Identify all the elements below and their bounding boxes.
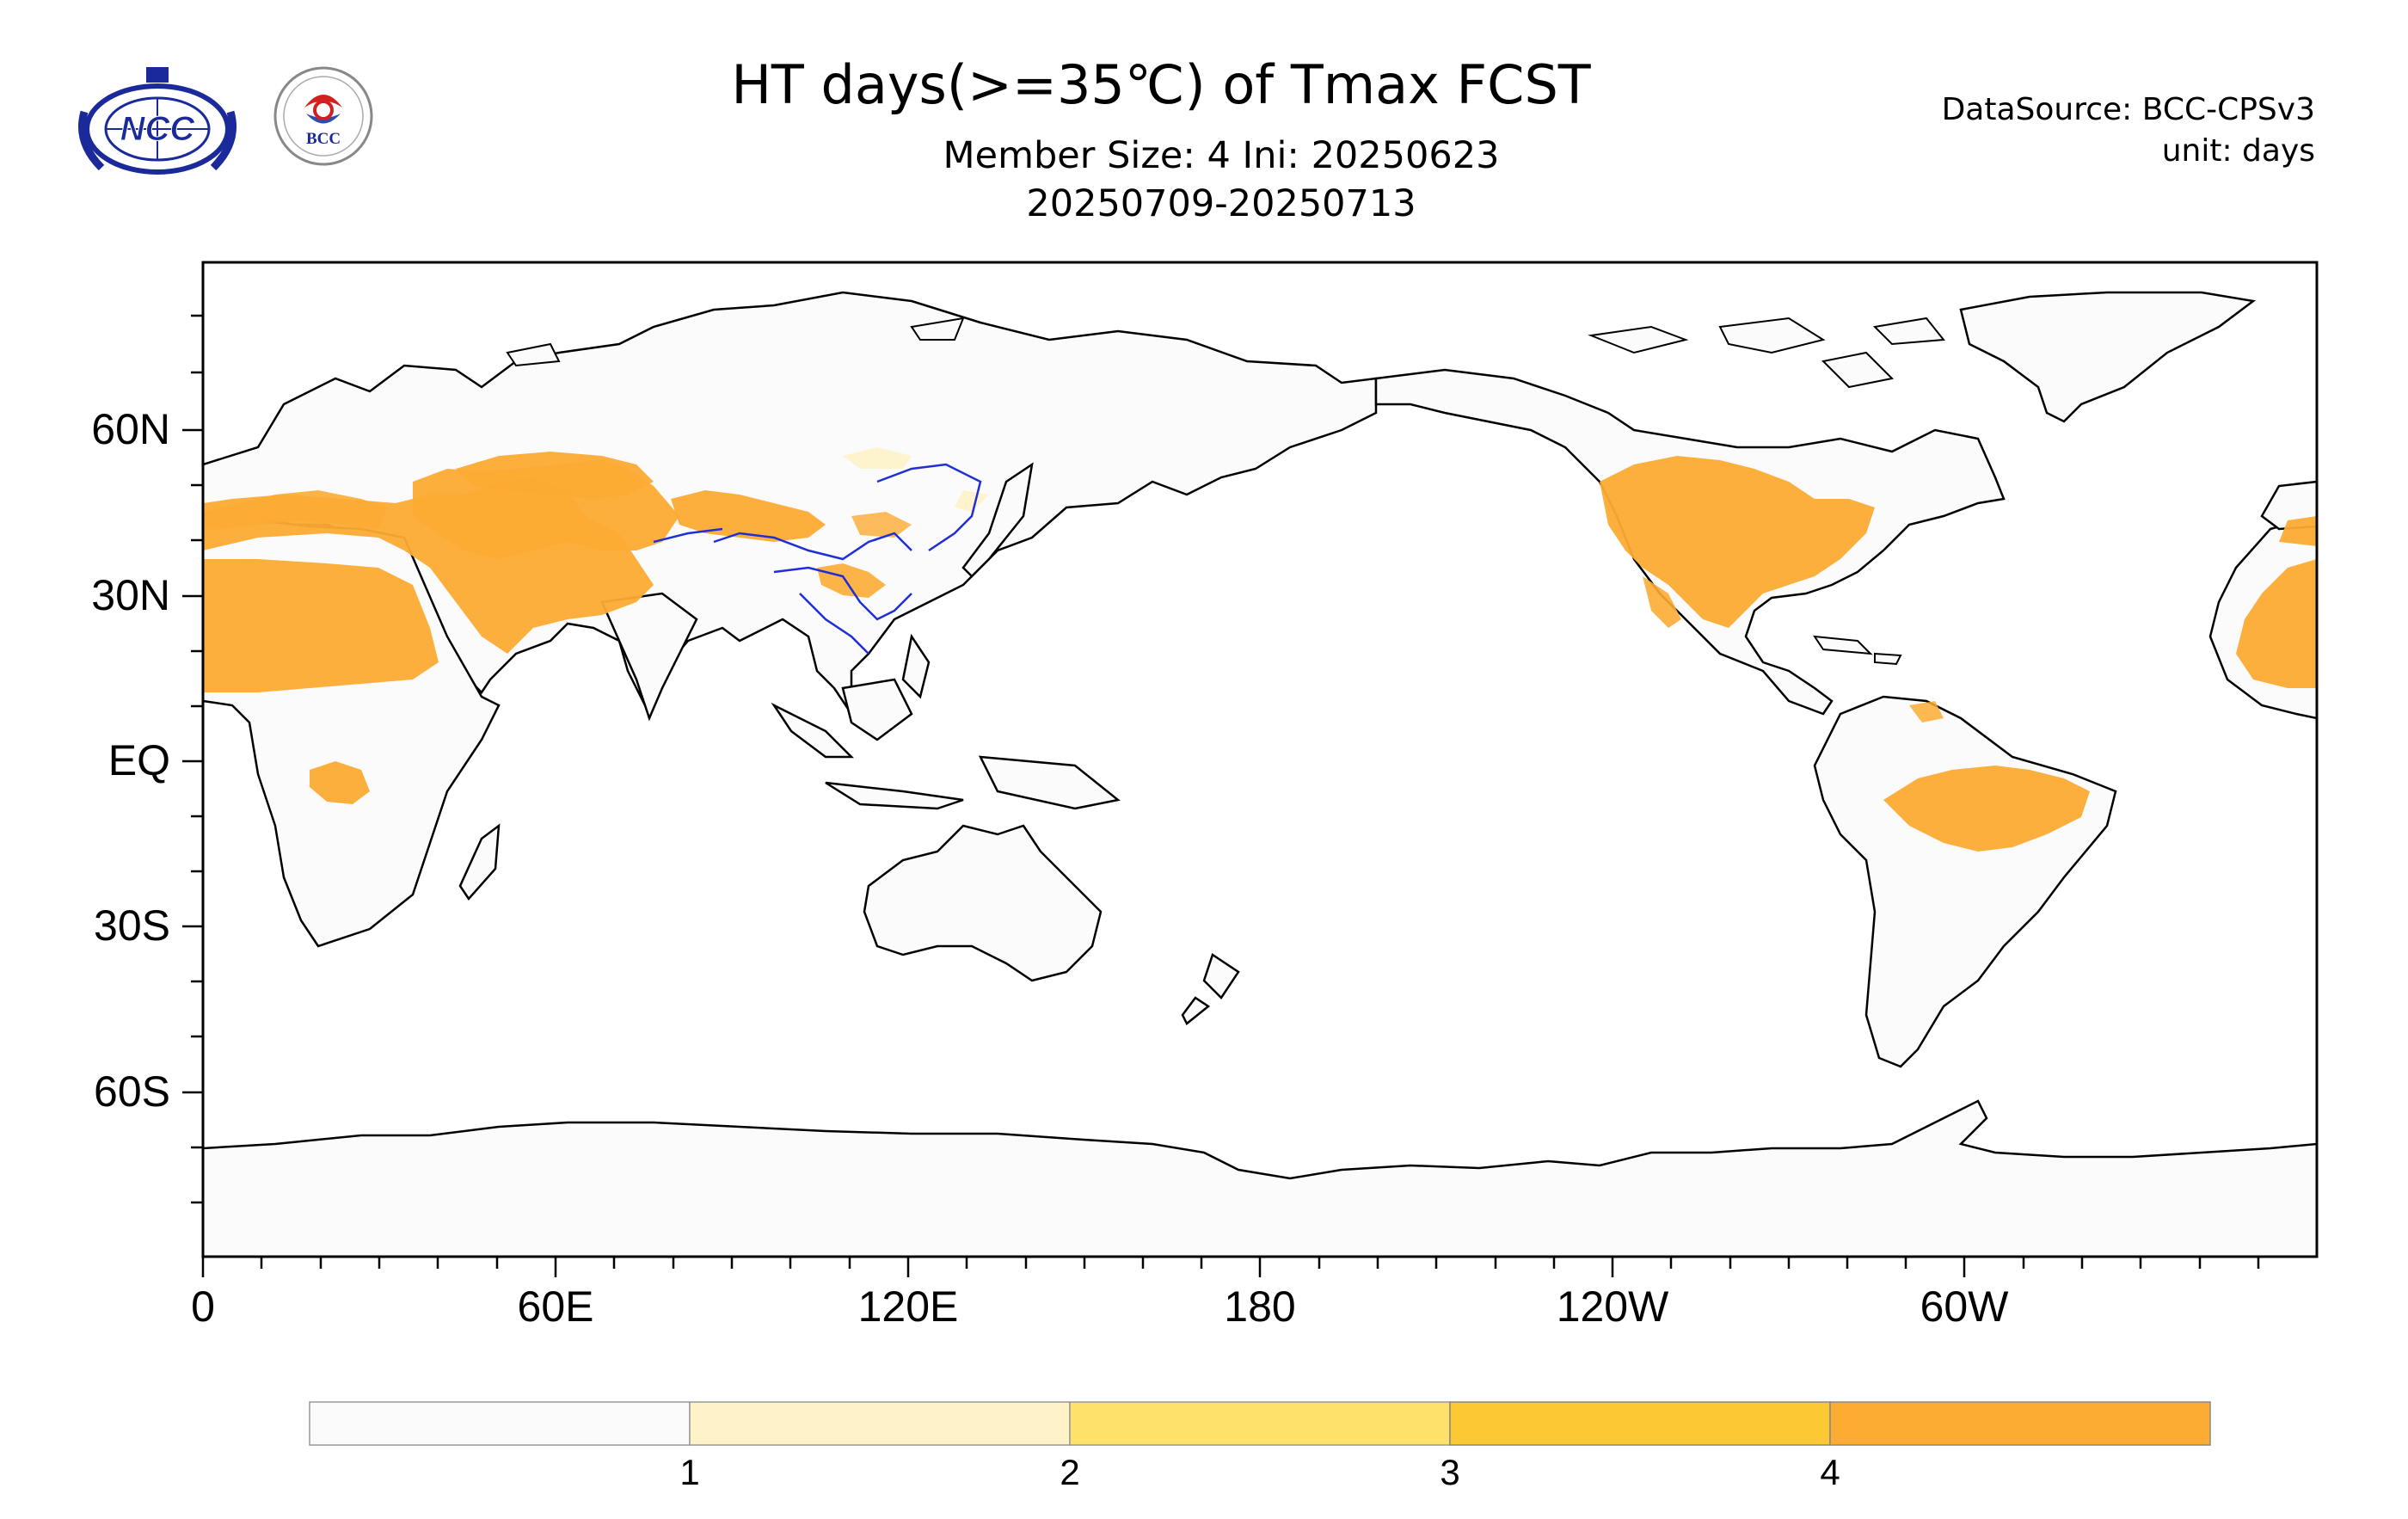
- heat-region-west-africa: [2236, 559, 2317, 688]
- colorbar-bin-2: [1069, 1401, 1451, 1446]
- heat-region-north-china: [817, 563, 886, 598]
- lat-label-60s: 60S: [94, 1067, 170, 1116]
- landmass-india: [600, 592, 698, 722]
- heat-region-mexico: [1643, 576, 1681, 628]
- lon-label-0: 0: [191, 1282, 215, 1331]
- heat-region-iberia: [2279, 516, 2317, 546]
- member-size-subtitle: Member Size: 4 Ini: 20250623: [943, 134, 1500, 177]
- landmass-australia: [863, 824, 1103, 982]
- landmass-antarctica: [203, 1099, 2317, 1257]
- colorbar-label-3: 3: [1440, 1452, 1460, 1492]
- heat-region-venezuela: [1909, 701, 1944, 723]
- lat-label-60n: 60N: [91, 405, 170, 453]
- unit-text: unit: days: [2161, 133, 2315, 169]
- heat-region-north-america: [1600, 456, 1875, 628]
- x-axis-ticks: [201, 1257, 2260, 1277]
- colorbar-bin-4: [1829, 1401, 2211, 1446]
- datasource-text: DataSource: BCC-CPSv3: [1941, 92, 2315, 127]
- heat-region-kazakh-steppe: [456, 452, 654, 499]
- lat-label-30s: 30S: [94, 901, 170, 950]
- lon-label-120e: 120E: [857, 1282, 959, 1331]
- heat-region-western-china: [671, 490, 826, 542]
- lon-label-180: 180: [1224, 1282, 1296, 1331]
- lat-label-eq: EQ: [108, 736, 170, 784]
- heat-region-central-africa: [310, 761, 370, 804]
- bcc-logo-text: BCC: [306, 130, 341, 148]
- datasource-block: DataSource: BCC-CPSv3 unit: days: [1942, 89, 2315, 172]
- lon-label-120w: 120W: [1556, 1282, 1669, 1331]
- heat-region-mediterranean: [203, 490, 387, 529]
- china-rivers: [653, 463, 982, 655]
- lon-label-60w: 60W: [1920, 1282, 2009, 1331]
- map-title: HT days(>=35℃) of Tmax FCST: [731, 53, 1591, 116]
- colorbar-label-2: 2: [1060, 1452, 1080, 1492]
- colorbar-bin-1: [689, 1401, 1071, 1446]
- lat-label-30n: 30N: [91, 571, 170, 619]
- date-range-subtitle: 20250709-20250713: [1026, 182, 1416, 225]
- colorbar-bin-3: [1449, 1401, 1831, 1446]
- ncc-logo-text: NCC: [120, 110, 196, 148]
- y-axis-ticks: [182, 314, 203, 1204]
- colorbar-label-4: 4: [1820, 1452, 1840, 1492]
- heat-days-layer: [203, 447, 2317, 852]
- landmass-greenland: [1959, 291, 2257, 423]
- bcc-logo: BCC: [272, 60, 375, 176]
- lon-label-60e: 60E: [517, 1282, 594, 1331]
- heat-region-amazon: [1883, 766, 2090, 852]
- heat-region-sahara-band: [203, 559, 439, 692]
- heat-region-mongolia: [851, 512, 912, 538]
- ncc-logo: NCC: [67, 60, 248, 194]
- colorbar-label-1: 1: [679, 1452, 700, 1492]
- colorbar-bin-0: [309, 1401, 691, 1446]
- colorbar: [309, 1401, 2211, 1446]
